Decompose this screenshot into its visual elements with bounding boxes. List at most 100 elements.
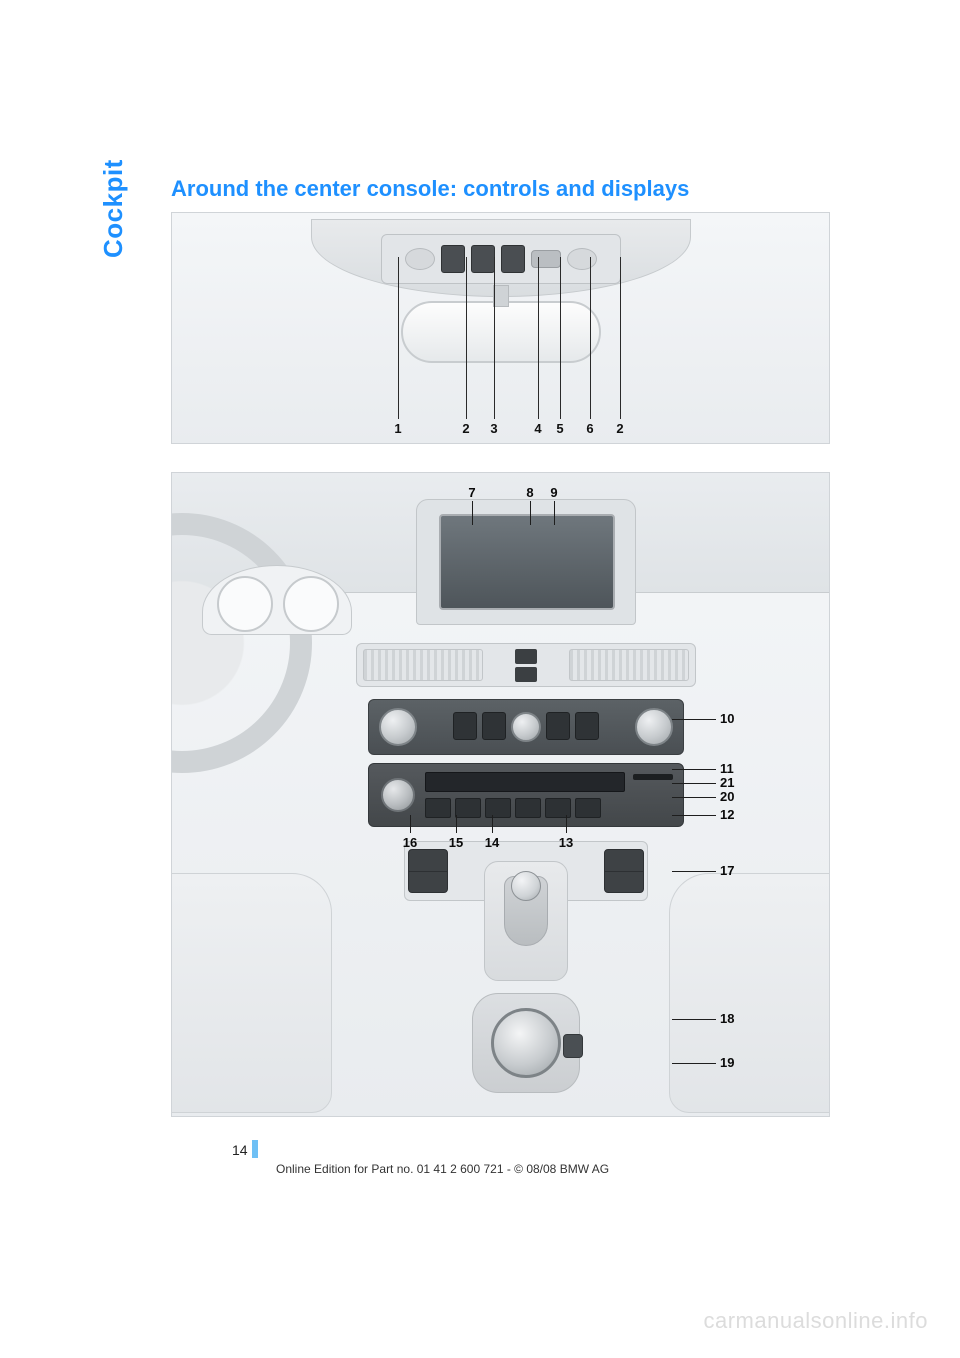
callout-leader (472, 501, 473, 525)
callout-number: 8 (526, 485, 533, 500)
climate-button (546, 712, 570, 740)
callout-number: 12 (720, 807, 734, 822)
audio-preset-button (575, 798, 601, 818)
audio-display (425, 772, 625, 792)
climate-knob-right (635, 708, 673, 746)
shifter-knob (511, 871, 541, 901)
climate-button (575, 712, 599, 740)
idrive-controller-base (472, 993, 580, 1093)
audio-preset-button (545, 798, 571, 818)
seat-button (409, 850, 447, 872)
shifter-boot (504, 876, 548, 946)
callout-number: 5 (556, 421, 563, 436)
gear-shifter-base (484, 861, 568, 981)
climate-knob-left (379, 708, 417, 746)
page: Cockpit Around the center console: contr… (0, 0, 960, 1358)
climate-control-panel (368, 699, 684, 755)
overhead-button (441, 245, 465, 273)
callout-leader (398, 257, 399, 419)
seat-heating-left (408, 849, 448, 893)
callout-number: 20 (720, 789, 734, 804)
callout-leader (538, 257, 539, 419)
callout-leader (672, 797, 716, 798)
callout-leader (560, 257, 561, 419)
seat-button (605, 872, 643, 893)
rearview-mirror (401, 301, 601, 363)
page-number: 14 (232, 1142, 252, 1158)
callout-number: 19 (720, 1055, 734, 1070)
callout-number: 21 (720, 775, 734, 790)
callout-number: 2 (616, 421, 623, 436)
air-vent-left (363, 649, 483, 681)
climate-knob-center (511, 712, 541, 742)
callout-leader (566, 815, 567, 833)
callout-leader (492, 815, 493, 833)
callout-leader (620, 257, 621, 419)
callout-leader (672, 769, 716, 770)
page-number-box: 14 (232, 1140, 258, 1158)
reading-light-left-icon (405, 248, 435, 270)
callout-number: 11 (720, 761, 734, 776)
audio-panel (368, 763, 684, 827)
overhead-panel (381, 234, 621, 284)
callout-leader (494, 257, 495, 419)
seat-heating-right (604, 849, 644, 893)
climate-button (482, 712, 506, 740)
callout-number: 14 (485, 835, 499, 850)
page-number-mark-icon (252, 1140, 258, 1158)
callout-number: 15 (449, 835, 463, 850)
seat-bolster-left (171, 873, 332, 1113)
figure-area: 1234562 (171, 212, 830, 1117)
reading-light-right-icon (567, 248, 597, 270)
audio-preset-button (515, 798, 541, 818)
center-switch-column (511, 647, 541, 683)
overhead-button (501, 245, 525, 273)
audio-preset-row (425, 798, 601, 818)
callout-number: 13 (559, 835, 573, 850)
callout-leader (410, 815, 411, 833)
callout-number: 2 (462, 421, 469, 436)
seat-bolster-right (669, 873, 830, 1113)
section-label-vertical: Cockpit (98, 159, 129, 258)
callout-number: 4 (534, 421, 541, 436)
callout-leader (672, 1019, 716, 1020)
air-vents-row (356, 643, 696, 687)
figure-overhead-console: 1 2 3 45 6 2 (171, 212, 830, 444)
callout-number: 9 (550, 485, 557, 500)
callout-number: 7 (468, 485, 475, 500)
figure-center-console: 789101121201217181916151413 (171, 472, 830, 1117)
callout-leader (554, 501, 555, 525)
watermark-text: carmanualsonline.info (703, 1308, 928, 1334)
audio-volume-knob (381, 778, 415, 812)
callout-leader (672, 1063, 716, 1064)
callout-leader (456, 815, 457, 833)
callout-leader (672, 815, 716, 816)
callout-number: 1 (394, 421, 401, 436)
callout-number: 10 (720, 711, 734, 726)
overhead-switch (531, 250, 561, 268)
gauge-icon (283, 576, 339, 632)
callout-leader (590, 257, 591, 419)
overhead-button (471, 245, 495, 273)
air-vent-right (569, 649, 689, 681)
audio-preset-button (485, 798, 511, 818)
idrive-controller (491, 1008, 561, 1078)
callout-number: 17 (720, 863, 734, 878)
hazard-button-icon (515, 649, 537, 664)
page-heading: Around the center console: controls and … (171, 176, 689, 202)
control-display (439, 514, 615, 610)
audio-preset-button (455, 798, 481, 818)
climate-button (453, 712, 477, 740)
display-hood (416, 499, 636, 625)
audio-preset-button (425, 798, 451, 818)
callout-number: 3 (490, 421, 497, 436)
lock-button-icon (515, 667, 537, 682)
idrive-menu-button (563, 1034, 583, 1058)
callout-leader (672, 719, 716, 720)
gauge-icon (217, 576, 273, 632)
callout-leader (672, 871, 716, 872)
seat-button (605, 850, 643, 872)
cd-slot-icon (633, 774, 673, 780)
callout-number: 6 (586, 421, 593, 436)
seat-button (409, 872, 447, 893)
